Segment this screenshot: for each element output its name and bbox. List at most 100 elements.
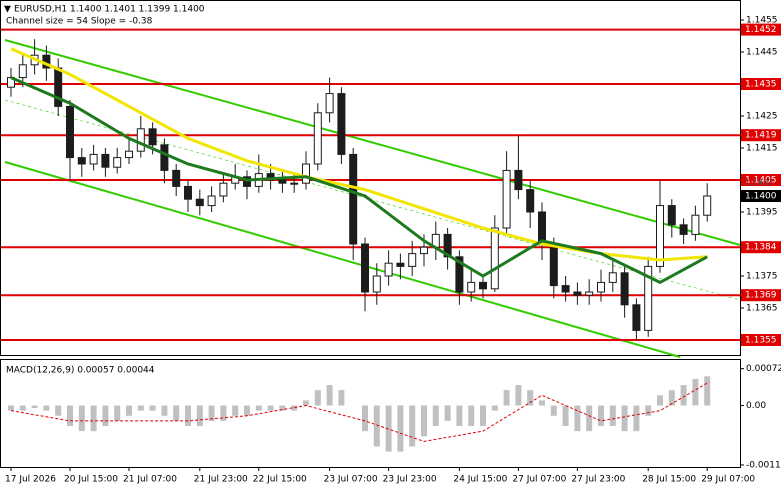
macd-bar: [362, 405, 368, 432]
macd-bar: [574, 405, 581, 432]
level-label-box: [741, 78, 781, 90]
macd-bar: [621, 405, 628, 432]
macd-bar: [503, 390, 510, 406]
level-label-box: [741, 129, 781, 142]
x-tick-label: 20 Jul 15:00: [64, 475, 118, 485]
candle-body: [620, 272, 629, 306]
macd-bar: [196, 405, 203, 427]
candle-body: [514, 169, 523, 191]
macd-bar: [645, 405, 652, 416]
macd-bar: [609, 405, 616, 427]
candle-body: [608, 272, 617, 283]
candle-body: [644, 265, 653, 331]
macd-bar: [397, 405, 404, 452]
level-label-box: [741, 241, 781, 254]
candle-body: [408, 253, 417, 267]
y-tick-label: 0.00072: [746, 364, 781, 374]
candle-body: [184, 185, 192, 200]
candle-body: [691, 214, 700, 235]
y-tick-label: 1.1365: [746, 304, 778, 314]
chart-subtitle: Channel size = 54 Slope = -0.38: [6, 17, 153, 27]
macd-bar: [704, 376, 711, 406]
candle-body: [632, 304, 641, 331]
chart-title: EURUSD,H1 1.1400 1.1401 1.1399 1.1400: [14, 5, 205, 15]
macd-bar: [267, 405, 274, 411]
macd-bar: [586, 405, 593, 432]
channel-lower: [4, 161, 681, 358]
macd-bar: [114, 405, 121, 421]
macd-bar: [255, 405, 262, 411]
macd-bar: [539, 400, 545, 406]
price-panel: [0, 0, 741, 356]
macd-title: MACD(12,26,9) 0.00057 0.00044: [6, 366, 155, 376]
x-tick-label: 23 Jul 07:00: [324, 475, 378, 485]
candle-body: [243, 176, 251, 187]
macd-bar: [43, 405, 50, 411]
x-tick-label: 29 Jul 07:00: [701, 475, 755, 485]
candle-body: [337, 93, 346, 155]
level-label-box: [741, 289, 781, 302]
candle-body: [66, 105, 74, 159]
y-tick-label: -0.00116: [746, 460, 781, 470]
candle-body: [561, 285, 570, 293]
macd-bar: [303, 400, 309, 406]
candle-body: [549, 243, 558, 287]
macd-bar: [244, 405, 250, 416]
macd-bar: [633, 405, 640, 432]
y-tick-label: 1.1395: [746, 208, 778, 218]
candle-body: [490, 227, 499, 290]
macd-bar: [102, 405, 109, 427]
level-label-box: [741, 23, 781, 36]
x-tick-label: 17 Jul 2026: [5, 475, 56, 485]
candle-body: [361, 243, 369, 293]
x-tick-label: 23 Jul 23:00: [383, 475, 437, 485]
candle-body: [148, 128, 157, 146]
macd-bar: [373, 405, 380, 447]
macd-bar: [692, 378, 699, 406]
candle-body: [313, 112, 322, 165]
x-tick-label: 21 Jul 23:00: [194, 475, 248, 485]
candle-body: [89, 153, 98, 165]
x-tick-label: 21 Jul 07:00: [123, 475, 177, 485]
candle-body: [172, 169, 181, 187]
macd-bar: [338, 390, 345, 406]
x-tick-label: 22 Jul 15:00: [253, 475, 307, 485]
macd-bar: [31, 405, 38, 409]
macd-bar: [657, 395, 663, 406]
level-label-box: [741, 174, 781, 186]
moving-average: [10, 76, 708, 285]
level-label: 1.1355: [745, 336, 777, 346]
level-label: 1.1435: [745, 80, 777, 90]
candle-body: [467, 281, 476, 293]
channel-upper: [4, 39, 741, 246]
macd-bar: [19, 405, 26, 411]
candle-body: [302, 163, 310, 184]
candle-body: [703, 195, 712, 216]
candle-body: [372, 275, 381, 293]
y-tick-label: 1.1425: [746, 112, 778, 122]
macd-bar: [173, 405, 180, 421]
macd-bar: [562, 405, 569, 427]
candle-body: [160, 144, 169, 171]
macd-bar: [137, 405, 144, 411]
candle-body: [538, 211, 546, 245]
macd-bar: [161, 405, 168, 416]
candle-body: [207, 195, 216, 207]
level-label: 1.1452: [745, 25, 777, 35]
macd-bar: [432, 405, 439, 427]
macd-bar: [550, 405, 557, 416]
y-tick-label: 1.1445: [746, 48, 778, 58]
macd-bar: [409, 405, 416, 447]
candle-body: [679, 224, 688, 235]
candle-body: [77, 157, 86, 165]
candle-body: [125, 150, 133, 159]
macd-bar: [8, 405, 14, 411]
last-price-box: [741, 190, 781, 202]
macd-bar: [515, 385, 522, 406]
macd-bar: [314, 390, 321, 406]
macd-bar: [468, 405, 475, 427]
candle-body: [585, 291, 594, 296]
candle-body: [18, 64, 27, 79]
candle-body: [667, 205, 676, 226]
